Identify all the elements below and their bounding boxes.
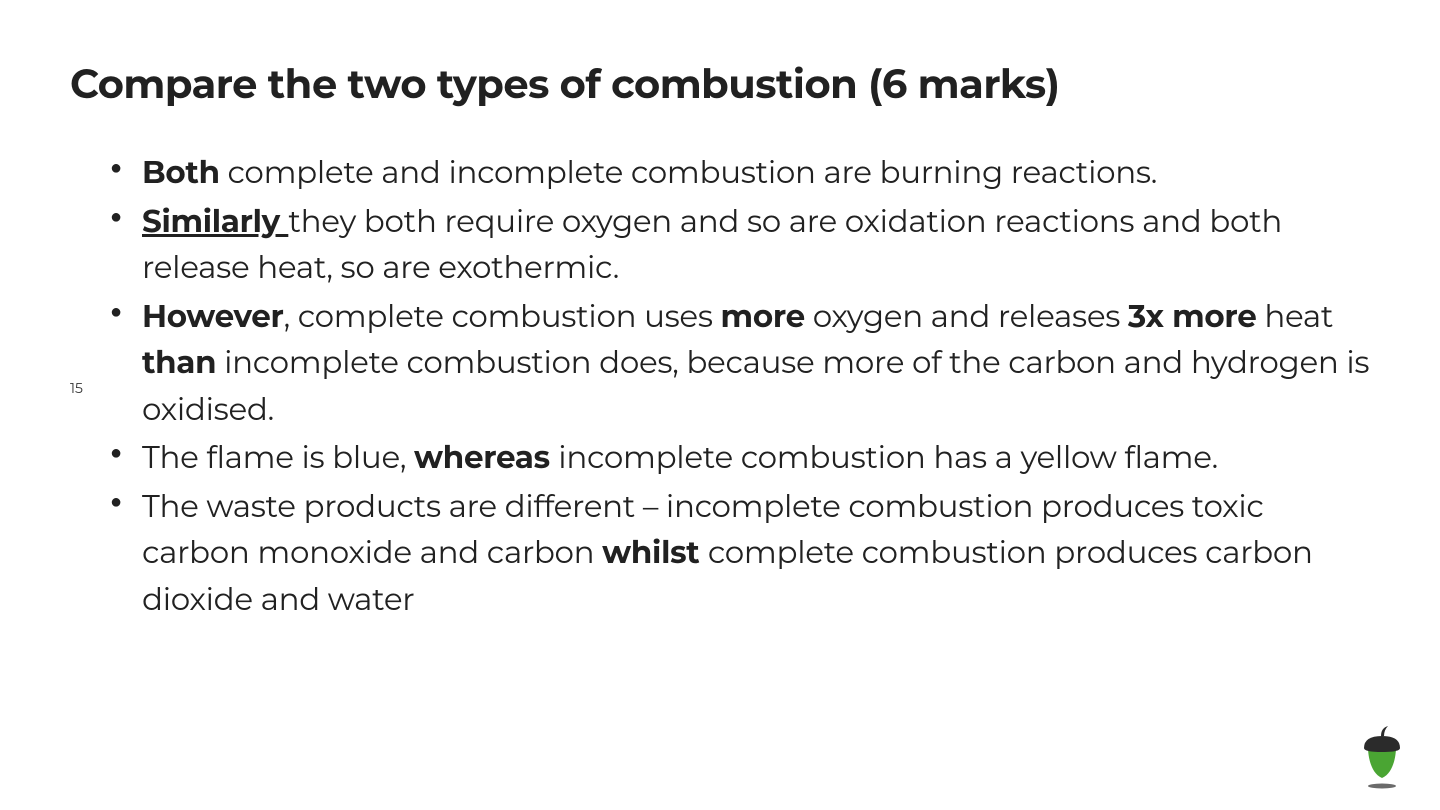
- bullet-item: The flame is blue, whereas incomplete co…: [110, 434, 1370, 481]
- logo-body: [1368, 748, 1396, 778]
- bullet-item: However, complete combustion uses more o…: [110, 293, 1370, 433]
- slide: Compare the two types of combustion (6 m…: [0, 0, 1440, 810]
- logo-shadow: [1368, 784, 1396, 789]
- bullet-text-segment: The flame is blue,: [142, 438, 414, 476]
- bullet-text-segment: they both require oxygen and so are oxid…: [142, 202, 1282, 287]
- bullet-text-segment: Similarly: [142, 202, 288, 240]
- bullet-text-segment: , complete combustion uses: [284, 297, 721, 335]
- bullet-text-segment: whilst: [602, 533, 708, 571]
- logo-cap: [1364, 736, 1400, 752]
- bullet-text-segment: whereas: [414, 438, 558, 476]
- bullet-item: Similarly they both require oxygen and s…: [110, 198, 1370, 291]
- logo-stem: [1381, 726, 1388, 736]
- bullet-text-segment: incomplete combustion has a yellow flame…: [558, 438, 1218, 476]
- bullet-text-segment: heat: [1257, 297, 1334, 335]
- acorn-logo-icon: [1354, 724, 1410, 790]
- bullet-text-segment: oxygen and releases: [805, 297, 1128, 335]
- bullet-text-segment: Both: [142, 153, 220, 191]
- bullet-text-segment: more: [721, 297, 805, 335]
- bullet-item: The waste products are different – incom…: [110, 483, 1370, 623]
- bullet-text-segment: than: [142, 343, 216, 381]
- bullet-list: Both complete and incomplete combustion …: [110, 149, 1370, 624]
- bullet-text-segment: incomplete combustion does, because more…: [142, 343, 1369, 428]
- content-row: 15 Both complete and incomplete combusti…: [70, 149, 1370, 624]
- page-number: 15: [70, 149, 110, 397]
- bullet-text-segment: However: [142, 297, 284, 335]
- bullet-item: Both complete and incomplete combustion …: [110, 149, 1370, 196]
- bullet-text-segment: 3x more: [1128, 297, 1257, 335]
- bullet-text-segment: complete and incomplete combustion are b…: [220, 153, 1157, 191]
- slide-title: Compare the two types of combustion (6 m…: [70, 60, 1370, 109]
